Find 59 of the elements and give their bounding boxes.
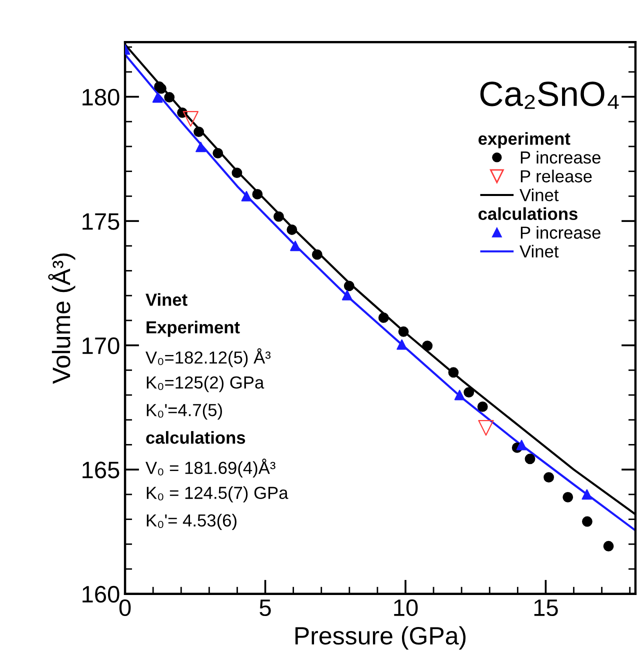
point <box>464 387 474 398</box>
x-tick-label: 0 <box>119 599 131 616</box>
point <box>152 92 163 103</box>
annotation: K₀'= 4.53(6) <box>146 514 236 530</box>
point <box>396 339 408 350</box>
point <box>378 312 389 323</box>
legend-label: P release <box>520 170 592 182</box>
point <box>241 190 252 202</box>
point <box>603 540 614 552</box>
y-axis-title: Volume (Å³) <box>48 254 76 384</box>
y-tick-label: 175 <box>82 213 120 230</box>
annotation: calculations <box>146 431 246 444</box>
point <box>252 188 263 200</box>
point <box>344 280 354 292</box>
annotation: K₀ = 124.5(7) GPa <box>146 486 288 502</box>
point <box>477 401 488 412</box>
point <box>398 326 409 337</box>
annotation: K₀=125(2) GPa <box>146 376 264 392</box>
point <box>182 111 199 127</box>
point <box>164 92 175 102</box>
point <box>312 249 322 260</box>
point <box>582 516 592 527</box>
point <box>454 390 465 400</box>
y-tick-label: 180 <box>82 88 120 106</box>
point <box>342 290 352 300</box>
point <box>524 454 536 464</box>
point <box>212 148 224 158</box>
annotation: Experiment <box>146 320 240 337</box>
legend-label: P increase <box>520 226 600 239</box>
annotation: experiment <box>478 132 570 148</box>
annotation: Vinet <box>146 293 188 306</box>
annotation: V₀ = 181.69(4)Å³ <box>146 458 276 478</box>
point <box>582 489 592 500</box>
point <box>516 440 527 450</box>
legend-label: Vinet <box>520 188 559 202</box>
y-tick-label: 170 <box>82 337 120 354</box>
point <box>232 168 242 178</box>
point <box>286 224 298 235</box>
point <box>194 126 204 138</box>
point <box>448 367 459 378</box>
legend-label: P increase <box>520 150 600 164</box>
point <box>196 142 206 152</box>
point <box>422 340 433 352</box>
annotation: K₀'=4.7(5) <box>146 403 222 420</box>
legend-label: Vinet <box>520 244 559 258</box>
point <box>290 240 300 252</box>
point <box>544 472 554 482</box>
x-tick-label: 15 <box>534 600 558 616</box>
y-tick-label: 160 <box>82 586 120 603</box>
point <box>562 492 574 502</box>
text: Ca₂SnO₄ <box>480 82 619 109</box>
annotation: calculations <box>478 207 578 220</box>
point <box>274 211 284 222</box>
x-axis-title: Pressure (GPa) <box>295 626 466 650</box>
y-tick-label: 165 <box>82 462 120 478</box>
annotation: V₀=182.12(5) Å³ <box>146 348 271 368</box>
x-tick-label: 5 <box>260 600 271 616</box>
point <box>478 420 494 436</box>
x-tick-label: 10 <box>394 599 418 616</box>
